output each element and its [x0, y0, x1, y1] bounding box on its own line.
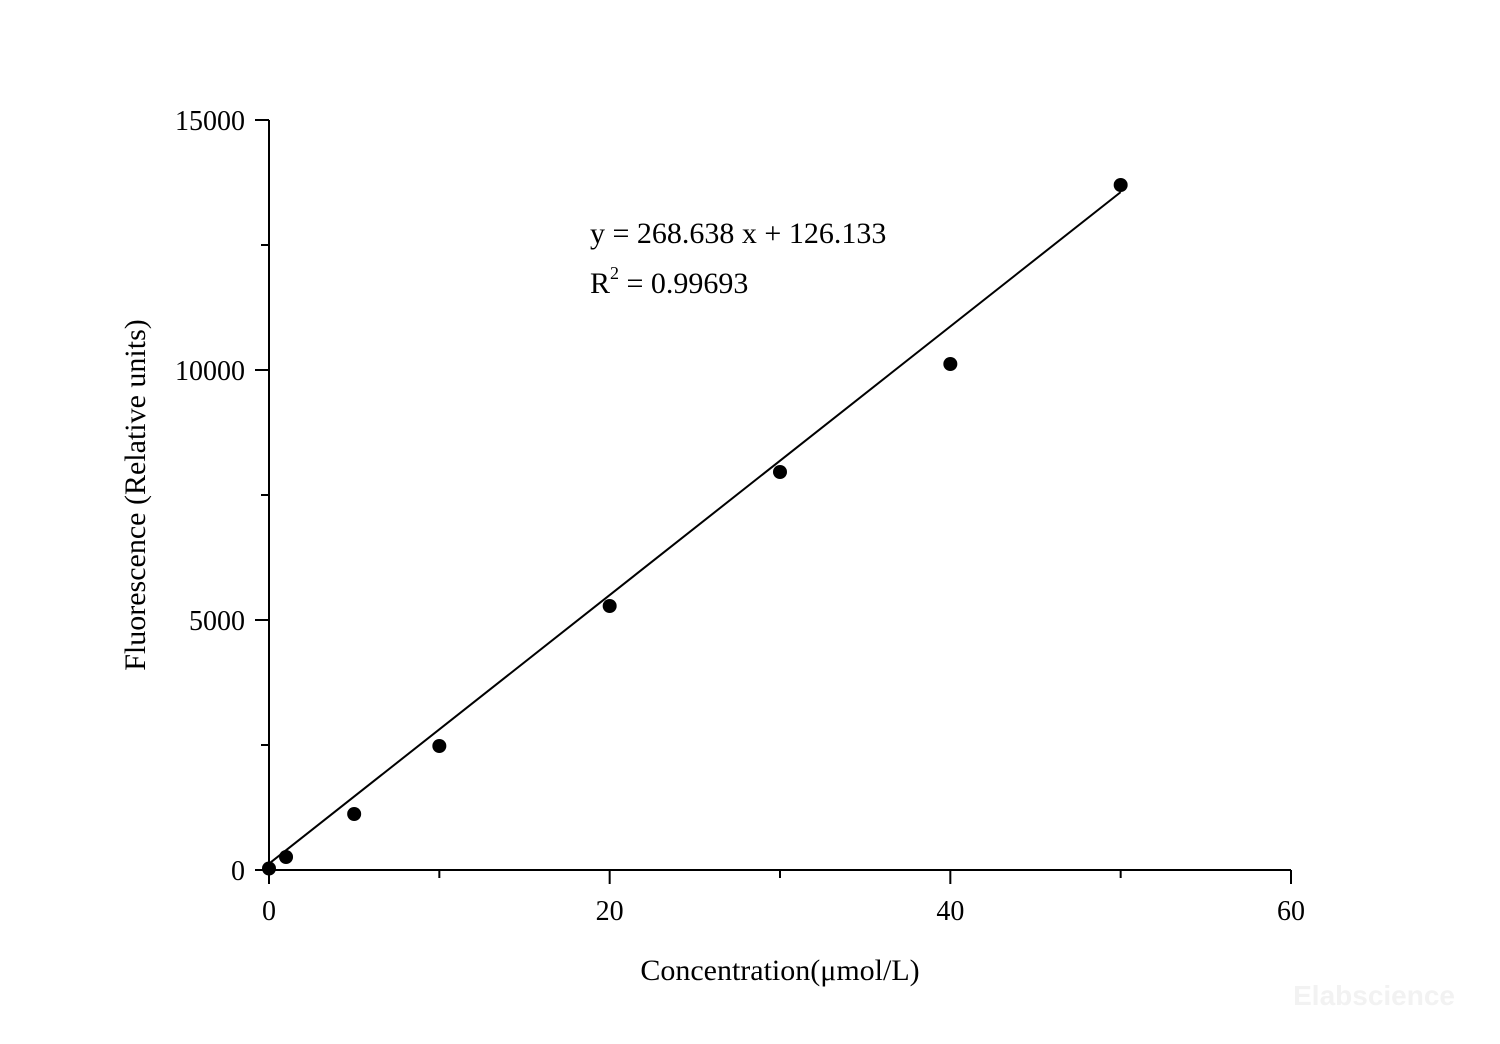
- x-tick-label: 60: [1277, 896, 1305, 927]
- data-point: [602, 599, 617, 613]
- r-squared: R2 = 0.99693: [590, 263, 748, 300]
- watermark: Elabscience: [1293, 980, 1455, 1011]
- y-tick-label: 5000: [189, 606, 245, 637]
- y-tick-label: 15000: [175, 106, 245, 137]
- y-tick-label: 0: [231, 856, 245, 887]
- x-axis-label: Concentration(μmol/L): [640, 954, 919, 987]
- fit-line: [268, 191, 1122, 865]
- x-tick-label: 40: [936, 896, 964, 927]
- r-squared-symbol: R: [590, 267, 610, 300]
- data-point: [773, 465, 787, 479]
- data-point: [943, 357, 958, 371]
- y-axis-label: Fluorescence (Relative units): [119, 319, 152, 671]
- data-point: [347, 807, 362, 821]
- data-point: [279, 850, 294, 864]
- x-tick-label: 0: [262, 896, 276, 927]
- data-point: [432, 739, 447, 753]
- x-tick-label: 20: [596, 896, 624, 927]
- y-tick-label: 10000: [175, 356, 245, 387]
- r-squared-value: = 0.99693: [619, 267, 748, 300]
- r-squared-exponent: 2: [610, 263, 619, 283]
- data-point: [1113, 178, 1128, 192]
- fit-equation: y = 268.638 x + 126.133: [590, 217, 886, 250]
- data-point: [262, 861, 276, 876]
